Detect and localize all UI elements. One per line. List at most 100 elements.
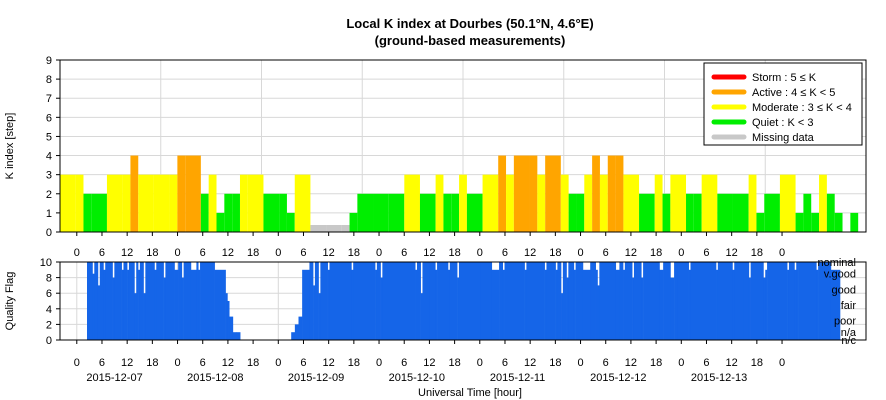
quality-xtick-label: 18 — [751, 357, 763, 369]
k-xtick-label: 12 — [323, 247, 335, 259]
quality-bar — [103, 269, 106, 340]
k-bar — [122, 174, 131, 232]
quality-level-label: poor — [834, 316, 856, 328]
k-bar — [169, 174, 178, 232]
quality-xtick-label: 18 — [146, 357, 158, 369]
k-bar — [803, 193, 812, 232]
k-xtick-label: 12 — [222, 247, 234, 259]
k-bar — [748, 174, 757, 232]
quality-bar — [417, 262, 421, 340]
k-bar — [599, 174, 608, 232]
quality-bar — [351, 269, 354, 340]
quality-bar — [318, 293, 321, 340]
quality-bar — [298, 316, 303, 340]
k-xtick-label: 12 — [726, 247, 738, 259]
k-bar — [654, 174, 663, 232]
quality-bar — [457, 277, 460, 340]
k-bar — [153, 174, 170, 232]
k-bar — [357, 193, 374, 232]
k-bar — [373, 193, 389, 232]
date-label: 2015-12-10 — [389, 372, 445, 384]
quality-bar — [139, 262, 144, 340]
k-bar — [701, 174, 718, 232]
quality-bar — [232, 332, 237, 340]
quality-bar — [165, 262, 175, 340]
k-ytick-label: 7 — [46, 93, 52, 105]
date-label: 2015-12-09 — [288, 372, 344, 384]
k-bar — [795, 212, 804, 232]
k-bar — [232, 193, 240, 232]
k-xtick-label: 18 — [348, 247, 360, 259]
quality-bar — [136, 262, 139, 340]
quality-axis-label: Quality Flag — [4, 272, 16, 331]
quality-bar — [818, 262, 832, 340]
quality-bar — [794, 269, 797, 340]
quality-bar — [546, 262, 556, 340]
quality-bar — [99, 262, 104, 340]
k-bar — [639, 193, 655, 232]
quality-xtick-label: 18 — [650, 357, 662, 369]
k-bar — [294, 174, 311, 232]
quality-bar — [327, 269, 330, 340]
k-xtick-label: 18 — [549, 247, 561, 259]
quality-xtick-label: 18 — [247, 357, 259, 369]
quality-bar — [566, 277, 569, 340]
quality-bar — [196, 262, 199, 340]
quality-bar — [320, 262, 328, 340]
quality-bar — [641, 277, 644, 340]
quality-bar — [590, 262, 596, 340]
k-xtick-label: 6 — [99, 247, 105, 259]
quality-ytick-label: 0 — [46, 335, 52, 347]
k-bar — [545, 155, 561, 232]
quality-bar — [690, 262, 717, 340]
k-xtick-label: 12 — [121, 247, 133, 259]
quality-bar — [448, 269, 451, 340]
quality-bar — [561, 293, 564, 340]
quality-bar — [623, 269, 626, 340]
quality-xtick-label: 12 — [625, 357, 637, 369]
chart-subtitle: (ground-based measurements) — [375, 33, 566, 48]
k-xtick-label: 18 — [650, 247, 662, 259]
quality-bar — [227, 301, 230, 340]
quality-xtick-label: 18 — [448, 357, 460, 369]
quality-bar — [174, 269, 179, 340]
k-bar — [756, 212, 765, 232]
quality-xtick-label: 0 — [74, 357, 80, 369]
quality-bar — [112, 277, 115, 340]
quality-bar — [526, 262, 545, 340]
quality-bar — [619, 262, 624, 340]
quality-ytick-label: 10 — [40, 257, 52, 269]
quality-bar — [767, 262, 788, 340]
quality-bar — [524, 269, 527, 340]
k-bar — [239, 174, 248, 232]
quality-bar — [134, 293, 137, 340]
quality-bar — [597, 285, 600, 340]
quality-xtick-label: 12 — [121, 357, 133, 369]
k-bar — [130, 155, 139, 232]
quality-xtick-label: 12 — [423, 357, 435, 369]
k-xtick-label: 18 — [448, 247, 460, 259]
k-bar — [216, 212, 225, 232]
k-xtick-label: 18 — [146, 247, 158, 259]
date-label: 2015-12-07 — [86, 372, 142, 384]
quality-bar — [688, 269, 691, 340]
quality-xtick-label: 12 — [323, 357, 335, 369]
quality-ytick-label: 8 — [46, 273, 52, 285]
k-axis-label: K index [step] — [4, 113, 16, 180]
quality-bar — [128, 262, 135, 340]
k-bar — [200, 193, 209, 232]
k-bar — [662, 193, 671, 232]
k-xtick-label: 12 — [524, 247, 536, 259]
k-bar — [404, 174, 420, 232]
quality-bar — [415, 269, 418, 340]
k-ytick-label: 9 — [46, 55, 52, 67]
k-bar — [247, 174, 264, 232]
legend-label-moderate: Moderate : 3 ≤ K < 4 — [752, 102, 852, 114]
k-xtick-label: 0 — [577, 247, 583, 259]
k-bar — [592, 155, 600, 232]
k-bar — [779, 174, 796, 232]
k-bar — [224, 193, 233, 232]
quality-bar — [674, 262, 679, 340]
quality-bar — [302, 269, 310, 340]
